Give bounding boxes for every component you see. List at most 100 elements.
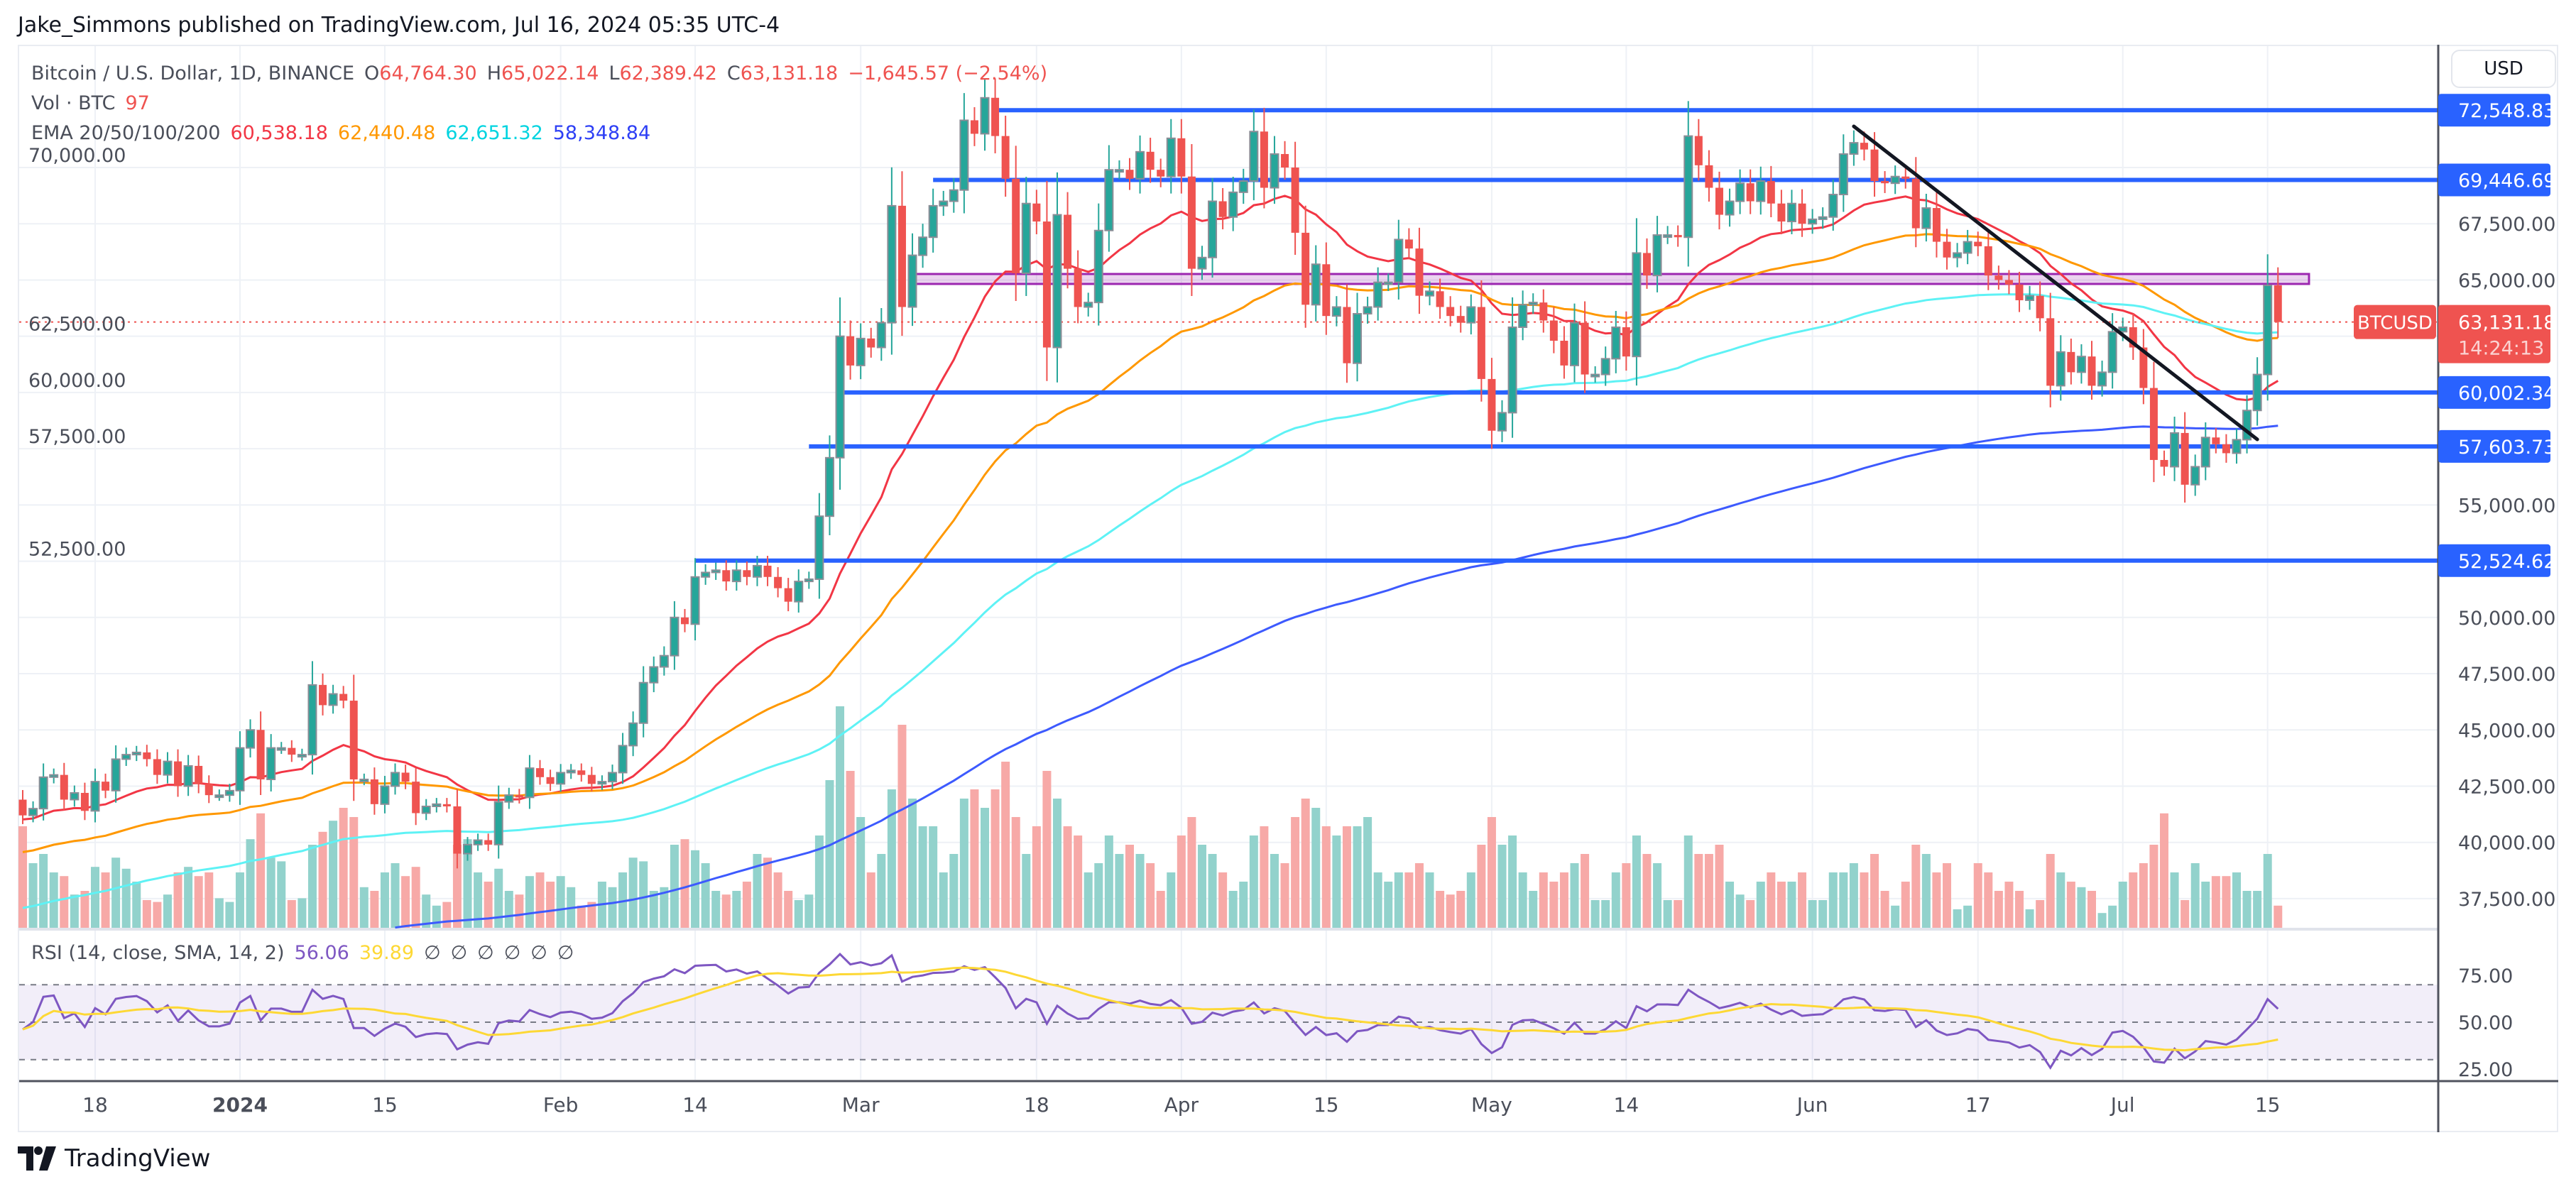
currency-button[interactable]: USD	[2451, 50, 2556, 88]
volume-bar	[298, 898, 307, 928]
time-tick-label: 14	[682, 1093, 708, 1117]
candle-body	[618, 745, 628, 774]
candle-body	[731, 569, 741, 583]
candle-body	[1177, 138, 1186, 177]
volume-bar	[784, 891, 793, 928]
candle-body	[536, 768, 544, 777]
symbol-legend[interactable]: Bitcoin / U.S. Dollar, 1D, BINANCE O64,76…	[31, 62, 1057, 84]
time-tick-label: 14	[1614, 1093, 1639, 1117]
candle-body	[2139, 347, 2148, 388]
na-value: ∅	[530, 942, 547, 964]
volume-bars	[18, 706, 2283, 928]
candle-body	[1301, 232, 1310, 305]
candle-body	[743, 570, 751, 577]
volume-label: Vol · BTC	[31, 92, 116, 114]
volume-bar	[1373, 872, 1382, 928]
level-price-tag	[2438, 544, 2550, 577]
candle-body	[1093, 229, 1103, 304]
candle-body	[1642, 253, 1651, 276]
candle-body	[1404, 239, 1413, 249]
rsi-legend[interactable]: RSI (14, close, SMA, 14, 2) 56.06 39.89 ∅ ∅ ∅…	[31, 942, 584, 964]
chart-frame	[18, 45, 2558, 1132]
candle-body	[288, 747, 296, 755]
candle-body	[1042, 221, 1051, 348]
volume-bar	[711, 891, 721, 928]
volume-bar	[2181, 900, 2190, 928]
candle-body	[846, 336, 855, 366]
candle-body	[102, 782, 110, 791]
candle-body	[856, 337, 866, 366]
last-price-label: 63,131.18	[2458, 312, 2555, 334]
level-price-tag	[2438, 163, 2550, 197]
volume-bar	[2222, 876, 2231, 928]
publish-info: Jake_Simmons published on TradingView.co…	[18, 13, 780, 38]
candle-body	[690, 576, 700, 625]
level-price-label: 72,548.83	[2458, 100, 2555, 122]
volume-bar	[732, 891, 741, 928]
volume-bar	[1497, 845, 1507, 928]
volume-bar	[463, 839, 472, 928]
volume-bar	[1508, 835, 1517, 928]
level-price-tag	[2438, 376, 2550, 409]
candle-body	[2087, 356, 2096, 386]
candle-body	[1828, 194, 1838, 218]
candle-body	[1994, 275, 2003, 280]
volume-bar	[339, 808, 348, 928]
candle-body	[432, 803, 442, 807]
candle-body	[453, 806, 462, 854]
time-tick-label: 18	[1024, 1093, 1049, 1117]
price-tick-label: 42,500.00	[2458, 776, 2555, 798]
volume-bar	[1808, 900, 1817, 928]
candle-body	[1488, 378, 1496, 431]
volume-bar	[370, 891, 379, 928]
candle-body	[1477, 307, 1485, 379]
candle-body	[463, 843, 473, 855]
candle-body	[970, 120, 978, 134]
level-price-label: 57,603.73	[2458, 437, 2555, 459]
volume-bar	[1053, 799, 1061, 928]
level-price-label: 60,002.34	[2458, 383, 2555, 405]
candle-body	[256, 730, 265, 779]
volume-bar	[929, 826, 938, 928]
candle-body	[1249, 131, 1259, 182]
volume-bar	[535, 872, 545, 928]
price-tick-label: 65,000.00	[2458, 270, 2555, 292]
candle-body	[1943, 241, 1951, 258]
volume-bar	[142, 900, 151, 928]
candle-body	[328, 693, 338, 706]
ema-label: EMA 20/50/100/200	[31, 122, 221, 144]
volume-bar	[1683, 835, 1693, 928]
volume-bar	[1208, 854, 1217, 928]
volume-bar	[432, 905, 441, 928]
candle-body	[90, 781, 100, 812]
volume-bar	[2097, 913, 2107, 928]
ema-legend[interactable]: EMA 20/50/100/200 60,538.18 62,440.48 62,65…	[31, 122, 660, 144]
candle-body	[484, 840, 493, 845]
volume-legend[interactable]: Vol · BTC 97	[31, 92, 160, 114]
volume-bar	[1932, 872, 1941, 928]
volume-bar	[1032, 826, 1041, 928]
candle-body	[2097, 371, 2107, 387]
candle-body	[2242, 410, 2252, 441]
volume-bar	[1746, 900, 1755, 928]
volume-bar	[1653, 863, 1662, 928]
volume-bar	[639, 861, 648, 928]
rsi-label: RSI (14, close, SMA, 14, 2)	[31, 942, 285, 964]
volume-bar	[442, 902, 452, 928]
volume-bar	[121, 868, 131, 928]
candle-body	[1560, 341, 1568, 366]
volume-bar	[1394, 872, 1403, 928]
volume-bar	[856, 817, 866, 928]
rsi-tick-label: 50.00	[2458, 1012, 2513, 1034]
volume-bar	[2056, 872, 2065, 928]
candle-body	[493, 801, 503, 845]
candle-body	[1777, 203, 1786, 222]
volume-bar	[1425, 872, 1434, 928]
tradingview-logo[interactable]: TradingView	[18, 1144, 210, 1173]
volume-bar	[1094, 863, 1103, 928]
candle-body	[421, 805, 431, 814]
candle-body	[359, 778, 369, 782]
volume-bar	[90, 867, 99, 928]
volume-bar	[246, 839, 255, 928]
